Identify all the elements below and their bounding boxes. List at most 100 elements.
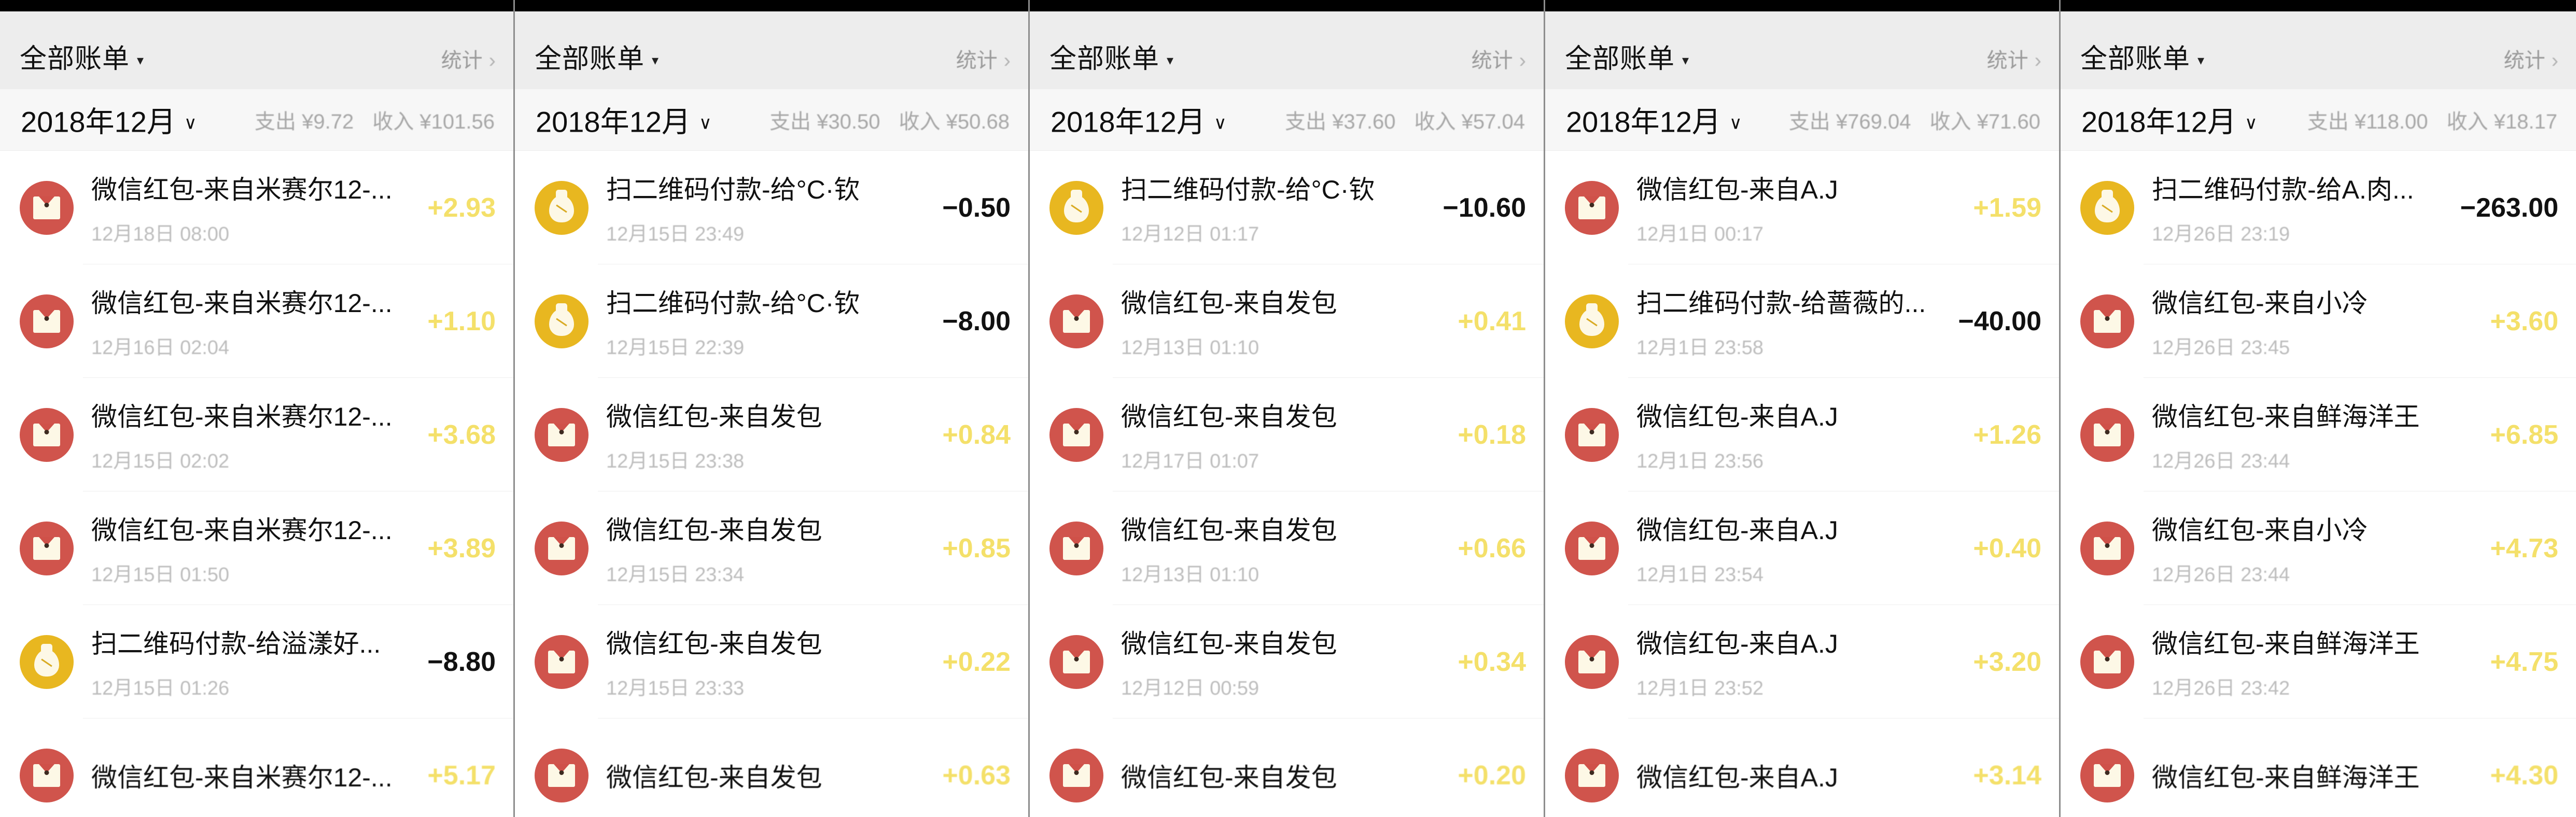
- transaction-text: 微信红包-来自发包: [1121, 757, 1446, 794]
- transaction-row[interactable]: 微信红包-来自米赛尔12-... +5.17: [0, 719, 513, 817]
- statistics-label: 统计: [2503, 49, 2545, 72]
- transaction-title: 微信红包-来自发包: [1121, 289, 1337, 318]
- transaction-row[interactable]: 扫二维码付款-给°C·钦 12月12日 01:17 −10.60: [1030, 151, 1544, 264]
- transaction-row[interactable]: 微信红包-来自鲜海洋王 +4.30: [2061, 719, 2576, 817]
- account-filter-dropdown[interactable]: 全部账单 ▾: [1049, 37, 1174, 76]
- month-totals: 支出 ¥37.60 收入 ¥57.04: [1285, 105, 1525, 135]
- transaction-text: 微信红包-来自米赛尔12-... 12月15日 02:02: [91, 396, 416, 473]
- transaction-row[interactable]: 扫二维码付款-给°C·钦 12月15日 23:49 −0.50: [515, 151, 1028, 264]
- month-selector[interactable]: 2018年12月 ∨: [21, 99, 197, 141]
- month-selector[interactable]: 2018年12月 ∨: [2081, 99, 2258, 141]
- transaction-row[interactable]: 扫二维码付款-给溢漾好... 12月15日 01:26 −8.80: [0, 605, 513, 719]
- account-filter-label: 全部账单: [535, 44, 645, 74]
- transaction-text: 微信红包-来自A.J 12月1日 23:52: [1636, 623, 1962, 700]
- transaction-date: 12月15日 22:39: [606, 337, 745, 359]
- bill-panel-4: 全部账单 ▾ 统计 › 2018年12月 ∨ 支出 ¥769.04 收入 ¥71.60 微信红包…: [1545, 0, 2061, 817]
- account-filter-label: 全部账单: [2080, 44, 2191, 74]
- statistics-link[interactable]: 统计 ›: [956, 44, 1011, 74]
- account-filter-dropdown[interactable]: 全部账单 ▾: [1565, 37, 1689, 76]
- expense-label: 支出: [769, 110, 811, 133]
- transaction-title: 微信红包-来自鲜海洋王: [2152, 763, 2420, 792]
- envelope-glyph: [1578, 650, 1605, 673]
- expense-value: ¥9.72: [302, 110, 354, 133]
- transaction-list: 扫二维码付款-给°C·钦 12月15日 23:49 −0.50 扫二维码付款-给°C·…: [515, 151, 1028, 817]
- transaction-date: 12月26日 23:44: [2152, 564, 2290, 586]
- bill-panel-5: 全部账单 ▾ 统计 › 2018年12月 ∨ 支出 ¥118.00 收入 ¥18.17 扫二维码…: [2061, 0, 2576, 817]
- red-packet-icon: [1565, 635, 1619, 689]
- transaction-row[interactable]: 微信红包-来自A.J 12月1日 23:52 +3.20: [1545, 605, 2059, 719]
- transaction-row[interactable]: 微信红包-来自发包 12月17日 01:07 +0.18: [1030, 378, 1544, 491]
- bag-glyph: [1579, 308, 1604, 336]
- transaction-text: 微信红包-来自发包 12月15日 23:34: [606, 510, 931, 587]
- statistics-link[interactable]: 统计 ›: [1987, 44, 2041, 74]
- transaction-date: 12月15日 23:38: [606, 450, 745, 472]
- month-selector[interactable]: 2018年12月 ∨: [1051, 99, 1227, 141]
- statistics-link[interactable]: 统计 ›: [1472, 44, 1526, 74]
- account-filter-dropdown[interactable]: 全部账单 ▾: [20, 37, 144, 76]
- transaction-row[interactable]: 微信红包-来自发包 12月13日 01:10 +0.41: [1030, 264, 1544, 378]
- month-summary-bar: 2018年12月 ∨ 支出 ¥9.72 收入 ¥101.56: [0, 89, 513, 151]
- transaction-row[interactable]: 微信红包-来自发包 12月15日 23:38 +0.84: [515, 378, 1028, 491]
- transaction-date: 12月1日 23:54: [1636, 564, 1764, 586]
- income-label: 收入: [372, 110, 414, 133]
- month-selector[interactable]: 2018年12月 ∨: [536, 99, 712, 141]
- transaction-row[interactable]: 微信红包-来自发包 +0.63: [515, 719, 1028, 817]
- transaction-amount: +0.40: [1973, 533, 2041, 564]
- transaction-row[interactable]: 微信红包-来自A.J 12月1日 23:56 +1.26: [1545, 378, 2059, 491]
- transaction-text: 扫二维码付款-给溢漾好... 12月15日 01:26: [91, 623, 416, 700]
- transaction-row[interactable]: 微信红包-来自米赛尔12-... 12月16日 02:04 +1.10: [0, 264, 513, 378]
- transaction-row[interactable]: 微信红包-来自A.J 12月1日 00:17 +1.59: [1545, 151, 2059, 264]
- transaction-row[interactable]: 微信红包-来自米赛尔12-... 12月18日 08:00 +2.93: [0, 151, 513, 264]
- transaction-list: 微信红包-来自A.J 12月1日 00:17 +1.59 扫二维码付款-给蔷薇的...…: [1545, 151, 2059, 817]
- transaction-row[interactable]: 微信红包-来自小冷 12月26日 23:45 +3.60: [2061, 264, 2576, 378]
- transaction-title: 微信红包-来自小冷: [2152, 289, 2368, 318]
- expense-value: ¥118.00: [2354, 110, 2428, 133]
- transaction-row[interactable]: 微信红包-来自A.J 12月1日 23:54 +0.40: [1545, 491, 2059, 605]
- statistics-link[interactable]: 统计 ›: [2504, 44, 2558, 74]
- transaction-row[interactable]: 扫二维码付款-给°C·钦 12月15日 22:39 −8.00: [515, 264, 1028, 378]
- envelope-glyph: [1063, 764, 1090, 787]
- chevron-down-icon: ∨: [1729, 113, 1742, 133]
- transaction-list: 扫二维码付款-给A.肉... 12月26日 23:19 −263.00 微信红包-来自…: [2061, 151, 2576, 817]
- transaction-row[interactable]: 微信红包-来自发包 12月13日 01:10 +0.66: [1030, 491, 1544, 605]
- expense-label: 支出: [2307, 110, 2349, 133]
- month-selector[interactable]: 2018年12月 ∨: [1566, 99, 1742, 141]
- month-label: 2018年12月: [1566, 105, 1721, 138]
- transaction-title: 微信红包-来自发包: [606, 516, 822, 545]
- transaction-row[interactable]: 微信红包-来自发包 +0.20: [1030, 719, 1544, 817]
- expense-label: 支出: [1285, 110, 1327, 133]
- transaction-row[interactable]: 微信红包-来自发包 12月15日 23:33 +0.22: [515, 605, 1028, 719]
- transaction-row[interactable]: 微信红包-来自米赛尔12-... 12月15日 01:50 +3.89: [0, 491, 513, 605]
- transaction-row[interactable]: 扫二维码付款-给A.肉... 12月26日 23:19 −263.00: [2061, 151, 2576, 264]
- transaction-title: 微信红包-来自米赛尔12-...: [91, 763, 393, 792]
- account-filter-dropdown[interactable]: 全部账单 ▾: [535, 37, 659, 76]
- month-label: 2018年12月: [536, 105, 691, 138]
- month-totals: 支出 ¥9.72 收入 ¥101.56: [255, 105, 495, 135]
- transaction-title: 扫二维码付款-给°C·钦: [606, 289, 860, 318]
- transaction-row[interactable]: 微信红包-来自米赛尔12-... 12月15日 02:02 +3.68: [0, 378, 513, 491]
- transaction-amount: +0.18: [1458, 419, 1526, 450]
- transaction-row[interactable]: 微信红包-来自发包 12月12日 00:59 +0.34: [1030, 605, 1544, 719]
- transaction-text: 微信红包-来自米赛尔12-... 12月18日 08:00: [91, 169, 416, 246]
- expense-value: ¥37.60: [1332, 110, 1396, 133]
- red-packet-icon: [20, 294, 74, 348]
- transaction-text: 微信红包-来自发包 12月13日 01:10: [1121, 283, 1446, 360]
- transaction-date: 12月26日 23:42: [2152, 678, 2290, 699]
- statistics-link[interactable]: 统计 ›: [441, 44, 496, 74]
- month-label: 2018年12月: [2081, 105, 2236, 138]
- bag-glyph: [549, 308, 574, 336]
- transaction-row[interactable]: 微信红包-来自A.J +3.14: [1545, 719, 2059, 817]
- income-value: ¥71.60: [1977, 110, 2040, 133]
- transaction-row[interactable]: 扫二维码付款-给蔷薇的... 12月1日 23:58 −40.00: [1545, 264, 2059, 378]
- transaction-text: 微信红包-来自米赛尔12-...: [91, 757, 416, 794]
- transaction-row[interactable]: 微信红包-来自小冷 12月26日 23:44 +4.73: [2061, 491, 2576, 605]
- month-summary-bar: 2018年12月 ∨ 支出 ¥37.60 收入 ¥57.04: [1030, 89, 1544, 151]
- transaction-row[interactable]: 微信红包-来自鲜海洋王 12月26日 23:42 +4.75: [2061, 605, 2576, 719]
- transaction-text: 扫二维码付款-给蔷薇的... 12月1日 23:58: [1636, 283, 1947, 360]
- nav-bar: 全部账单 ▾ 统计 ›: [1545, 11, 2059, 89]
- transaction-date: 12月13日 01:10: [1121, 564, 1259, 586]
- transaction-row[interactable]: 微信红包-来自鲜海洋王 12月26日 23:44 +6.85: [2061, 378, 2576, 491]
- transaction-list: 扫二维码付款-给°C·钦 12月12日 01:17 −10.60 微信红包-来自发包 1…: [1030, 151, 1544, 817]
- transaction-row[interactable]: 微信红包-来自发包 12月15日 23:34 +0.85: [515, 491, 1028, 605]
- account-filter-dropdown[interactable]: 全部账单 ▾: [2080, 37, 2205, 76]
